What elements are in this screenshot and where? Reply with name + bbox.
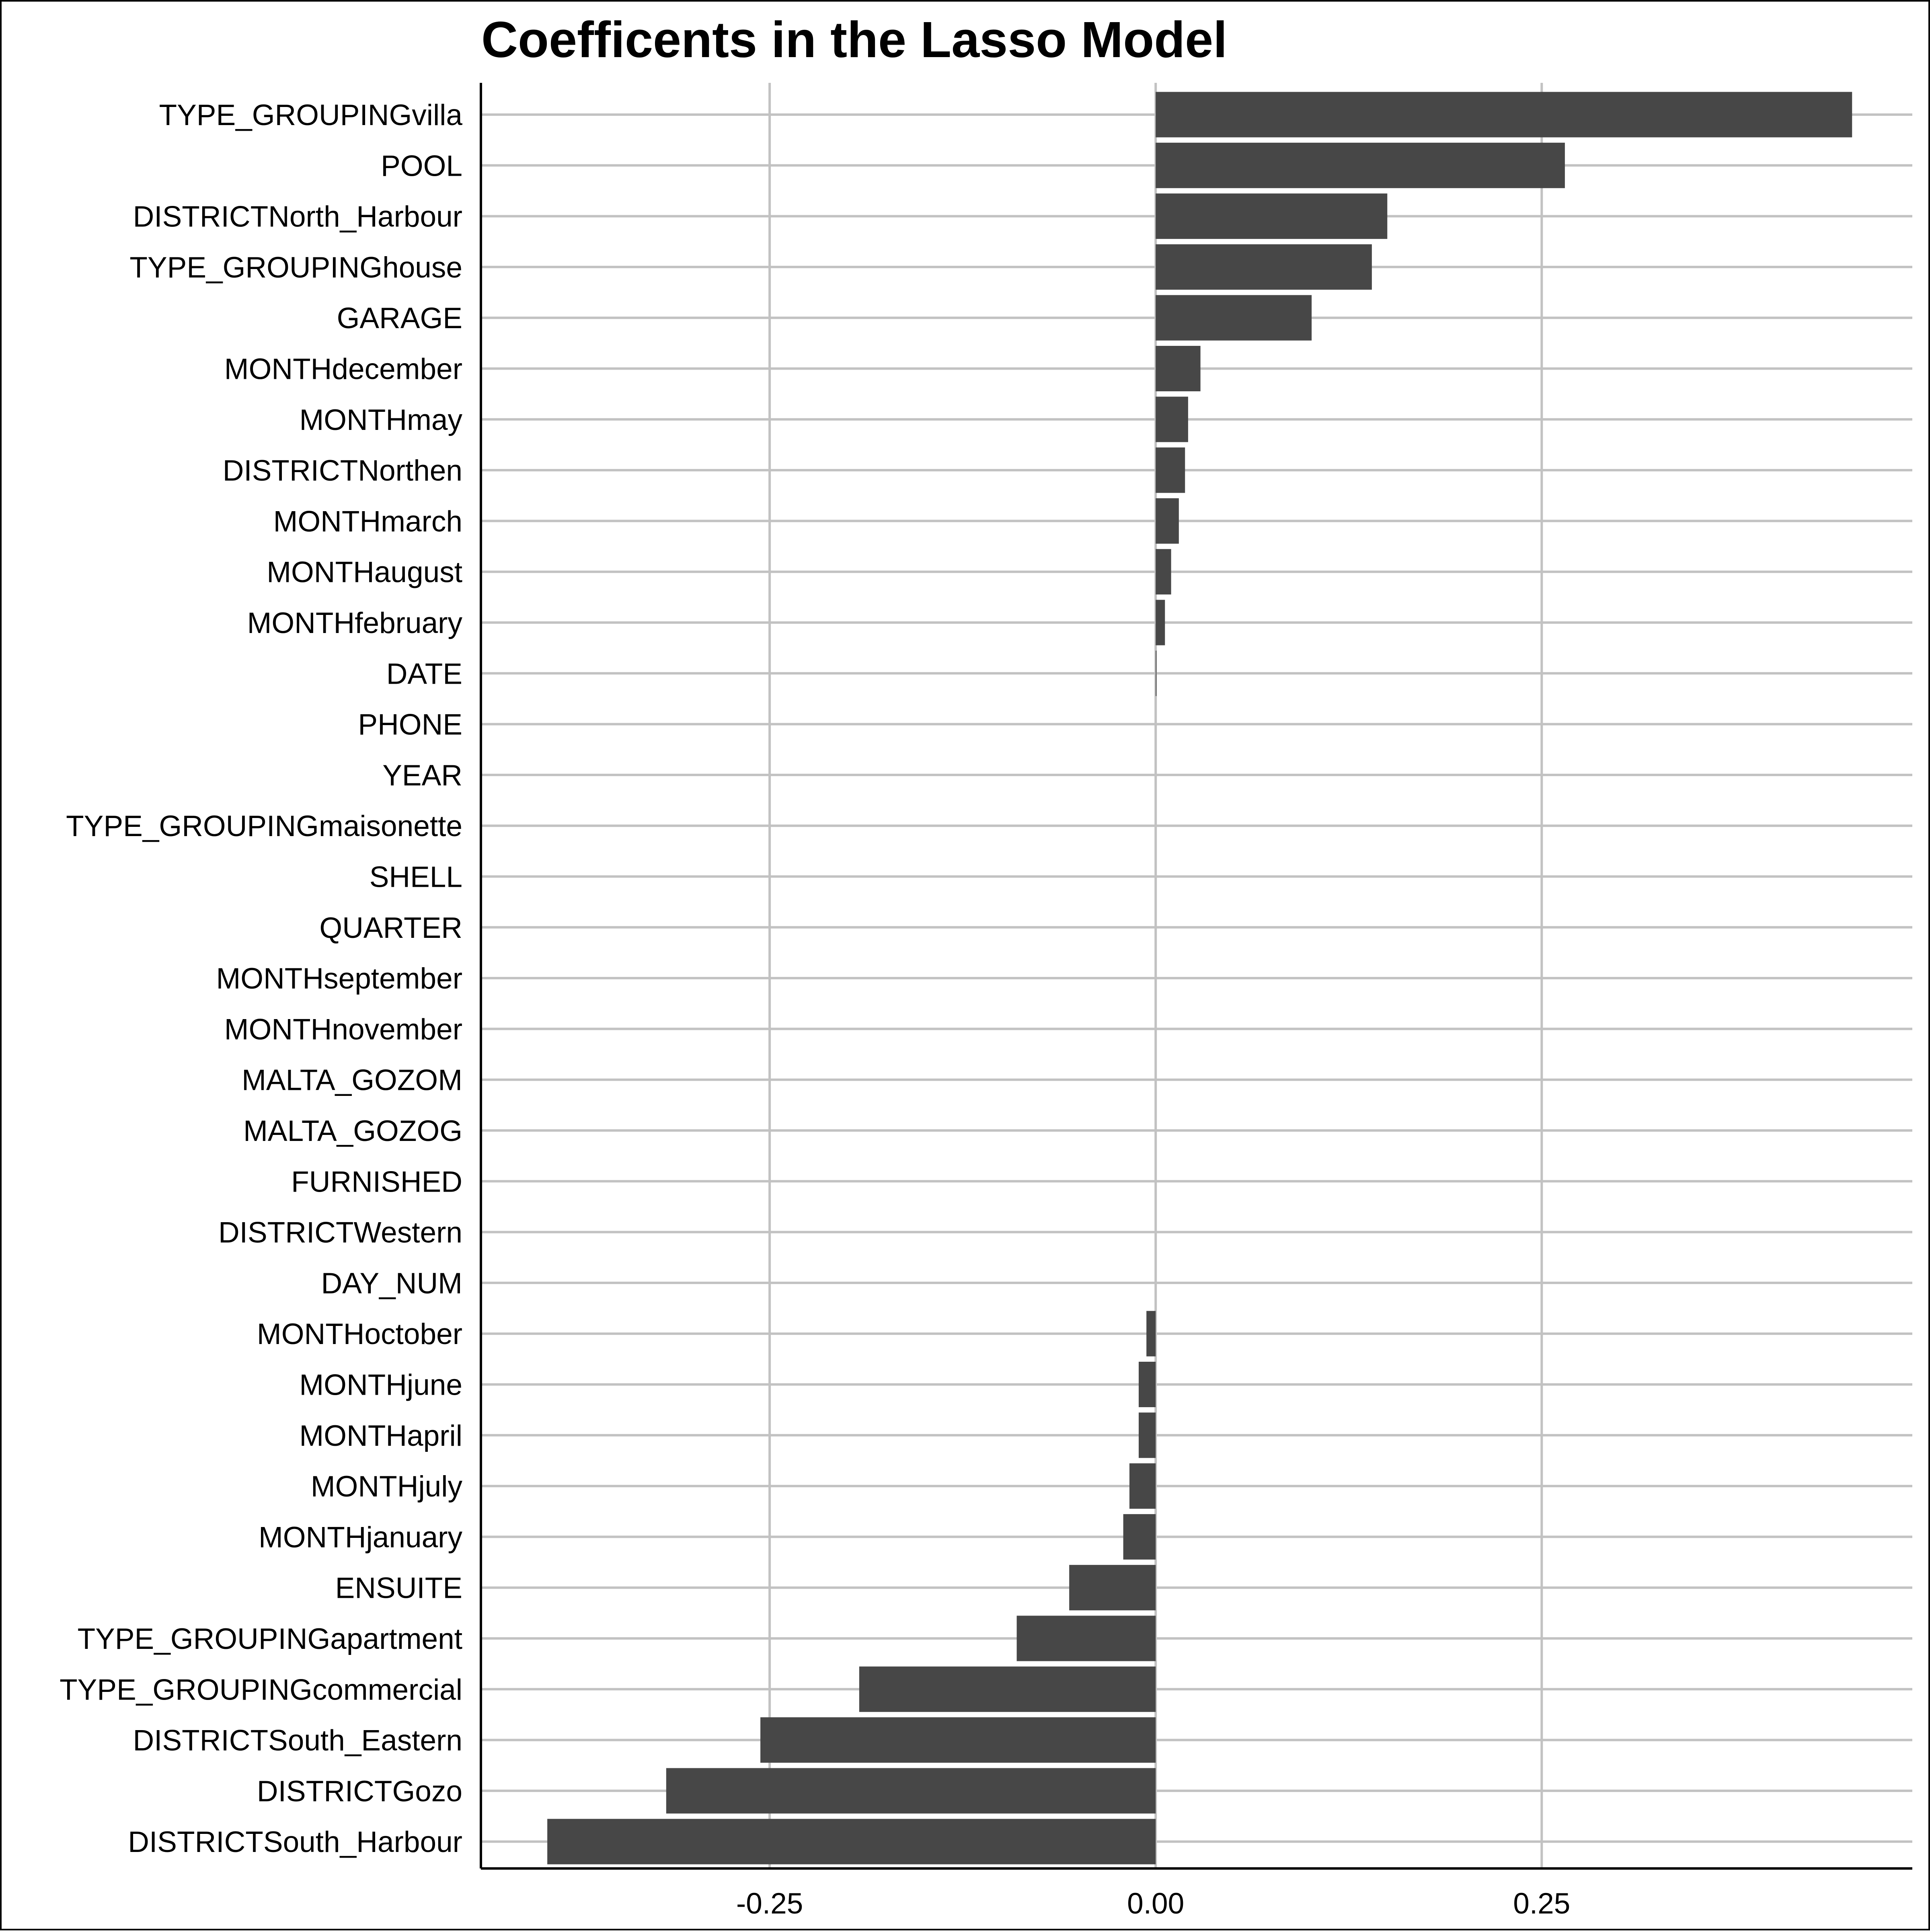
- category-label-23: DAY_NUM: [321, 1267, 462, 1300]
- tick-layer: -0.25 0.00 0.25: [736, 1887, 1570, 1920]
- bar-25: [1138, 1362, 1156, 1407]
- axis-layer: [480, 83, 1912, 1870]
- category-label-3: TYPE_GROUPINGhouse: [129, 251, 462, 284]
- x-tick-label-1: 0.00: [1127, 1887, 1184, 1920]
- category-label-12: PHONE: [358, 709, 462, 741]
- bar-5: [1156, 346, 1201, 391]
- category-label-0: TYPE_GROUPINGvilla: [159, 99, 463, 132]
- category-label-26: MONTHapril: [299, 1420, 462, 1452]
- bar-30: [1016, 1615, 1156, 1661]
- bar-2: [1156, 193, 1388, 239]
- category-label-1: POOL: [381, 150, 462, 182]
- bar-8: [1156, 498, 1179, 544]
- bar-9: [1156, 549, 1171, 595]
- category-label-16: QUARTER: [319, 912, 462, 944]
- label-layer: TYPE_GROUPINGvilla POOL DISTRICTNorth_Harb…: [60, 99, 462, 1858]
- category-label-29: ENSUITE: [335, 1572, 462, 1605]
- category-label-9: MONTHaugust: [267, 556, 462, 589]
- bar-27: [1129, 1463, 1156, 1509]
- category-label-11: DATE: [386, 658, 462, 690]
- category-label-14: TYPE_GROUPINGmaisonette: [66, 810, 462, 843]
- category-label-18: MONTHnovember: [224, 1013, 462, 1046]
- category-label-20: MALTA_GOZOG: [243, 1115, 462, 1147]
- bar-3: [1156, 244, 1372, 290]
- category-label-4: GARAGE: [337, 302, 462, 335]
- category-label-28: MONTHjanuary: [259, 1521, 463, 1554]
- chart-title: Coefficents in the Lasso Model: [481, 11, 1227, 68]
- bar-24: [1146, 1311, 1156, 1357]
- x-tick-label-2: 0.25: [1513, 1887, 1570, 1920]
- bar-6: [1156, 397, 1188, 442]
- category-label-33: DISTRICTGozo: [257, 1775, 462, 1808]
- category-label-34: DISTRICTSouth_Harbour: [128, 1826, 462, 1858]
- category-label-24: MONTHoctober: [257, 1318, 462, 1350]
- bar-26: [1138, 1412, 1156, 1458]
- category-label-21: FURNISHED: [291, 1165, 462, 1198]
- category-label-13: YEAR: [382, 759, 462, 792]
- category-label-10: MONTHfebruary: [247, 607, 463, 639]
- category-label-31: TYPE_GROUPINGcommercial: [60, 1673, 462, 1706]
- bar-34: [547, 1819, 1156, 1864]
- bar-29: [1069, 1565, 1156, 1611]
- category-label-27: MONTHjuly: [311, 1470, 463, 1503]
- bar-10: [1156, 600, 1165, 645]
- x-tick-label-0: -0.25: [736, 1887, 803, 1920]
- category-label-5: MONTHdecember: [224, 353, 462, 386]
- bar-32: [760, 1717, 1156, 1763]
- category-label-7: DISTRICTNorthen: [223, 454, 462, 487]
- bar-0: [1156, 92, 1852, 138]
- bar-31: [859, 1666, 1156, 1712]
- category-label-15: SHELL: [370, 861, 462, 894]
- bar-28: [1123, 1514, 1156, 1560]
- bar-33: [666, 1768, 1156, 1814]
- bar-layer: [547, 92, 1852, 1864]
- category-label-2: DISTRICTNorth_Harbour: [133, 201, 462, 233]
- category-label-32: DISTRICTSouth_Eastern: [133, 1724, 462, 1757]
- category-label-19: MALTA_GOZOM: [242, 1064, 462, 1097]
- category-label-17: MONTHseptember: [216, 962, 462, 995]
- bar-7: [1156, 447, 1185, 493]
- bar-4: [1156, 295, 1312, 341]
- category-label-8: MONTHmarch: [273, 505, 462, 538]
- category-label-30: TYPE_GROUPINGapartment: [78, 1623, 462, 1655]
- category-label-25: MONTHjune: [299, 1369, 462, 1402]
- category-label-22: DISTRICTWestern: [218, 1217, 462, 1249]
- category-label-6: MONTHmay: [299, 404, 462, 436]
- grid-layer: [481, 83, 1912, 1868]
- bar-1: [1156, 142, 1565, 188]
